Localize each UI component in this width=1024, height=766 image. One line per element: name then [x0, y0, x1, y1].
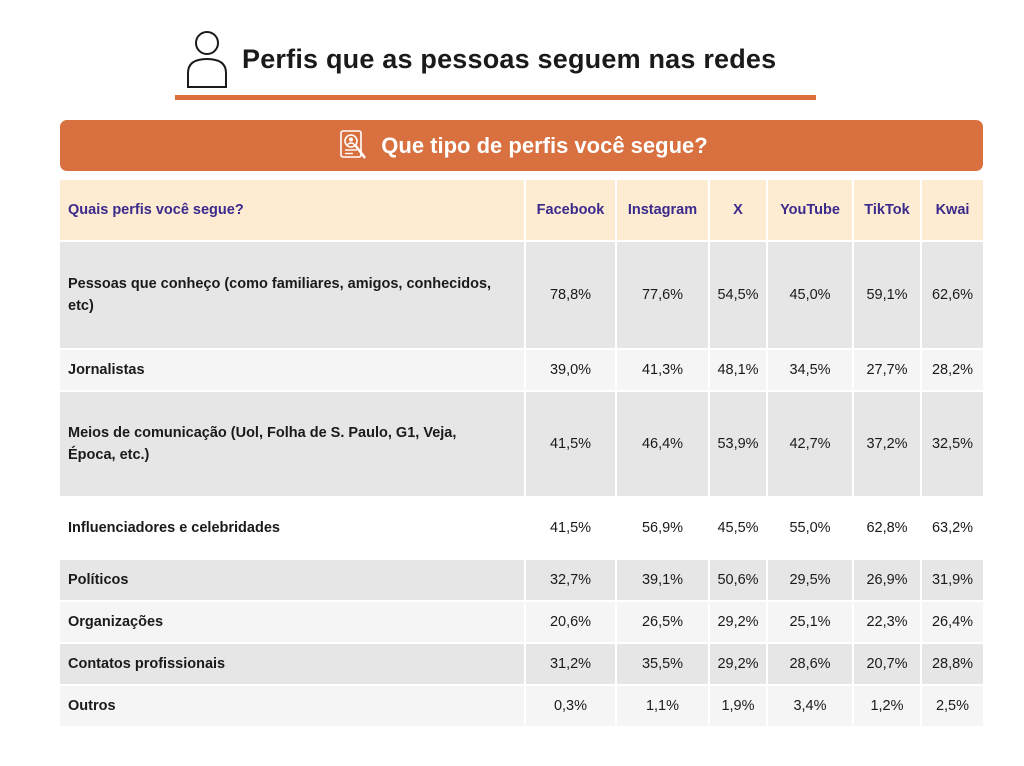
row-label: Influenciadores e celebridades [60, 498, 526, 558]
table-header-row: Quais perfis você segue? Facebook Instag… [60, 180, 983, 240]
value-cell: 78,8% [526, 242, 617, 348]
data-table: Quais perfis você segue? Facebook Instag… [60, 180, 983, 726]
value-cell: 29,2% [710, 602, 768, 642]
row-label: Pessoas que conheço (como familiares, am… [60, 242, 526, 348]
row-label: Organizações [60, 602, 526, 642]
table-row: Políticos 32,7% 39,1% 50,6% 29,5% 26,9% … [60, 560, 983, 600]
page-header: Perfis que as pessoas seguem nas redes [186, 28, 776, 90]
column-header-tiktok: TikTok [854, 180, 922, 240]
value-cell: 29,5% [768, 560, 854, 600]
person-outline-icon [187, 31, 227, 88]
header-row-label: Quais perfis você segue? [60, 180, 526, 240]
value-cell: 1,2% [854, 686, 922, 726]
value-cell: 39,1% [617, 560, 710, 600]
value-cell: 28,2% [931, 362, 974, 378]
page-title: Perfis que as pessoas seguem nas redes [242, 43, 777, 74]
row-label: Outros [60, 686, 526, 726]
value-cell: 2,5% [935, 698, 970, 714]
banner-title: Que tipo de perfis você segue? [381, 132, 708, 158]
column-header-instagram: Instagram [617, 180, 710, 240]
value-cell: 54,5% [710, 242, 768, 348]
value-cell: 37,2% [854, 392, 922, 496]
value-cell: 45,0% [768, 242, 854, 348]
table-row: Meios de comunicação (Uol, Folha de S. P… [60, 392, 983, 496]
row-label: Políticos [60, 560, 526, 600]
value-cell: 56,9% [617, 498, 710, 558]
value-cell: 29,2% [710, 644, 768, 684]
value-cell: 53,9% [710, 392, 768, 496]
value-cell: 25,1% [768, 602, 854, 642]
column-header-kwai: Kwai [935, 202, 970, 218]
value-cell: 20,6% [526, 602, 617, 642]
table-row: Jornalistas 39,0% 41,3% 48,1% 34,5% 27,7… [60, 350, 983, 390]
value-cell: 41,3% [617, 350, 710, 390]
value-cell: 32,7% [526, 560, 617, 600]
value-cell: 0,3% [526, 686, 617, 726]
value-cell: 20,7% [854, 644, 922, 684]
value-cell: 34,5% [768, 350, 854, 390]
value-cell: 26,9% [854, 560, 922, 600]
value-cell: 50,6% [710, 560, 768, 600]
row-label: Contatos profissionais [60, 644, 526, 684]
column-header-x: X [710, 180, 768, 240]
title-underline [175, 95, 816, 100]
value-cell: 26,4% [931, 614, 974, 630]
value-cell: 59,1% [854, 242, 922, 348]
column-header-facebook: Facebook [526, 180, 617, 240]
table-row: Influenciadores e celebridades 41,5% 56,… [60, 498, 983, 558]
value-cell: 77,6% [617, 242, 710, 348]
value-cell: 55,0% [768, 498, 854, 558]
value-cell: 42,7% [768, 392, 854, 496]
value-cell: 27,7% [854, 350, 922, 390]
column-header-youtube: YouTube [768, 180, 854, 240]
value-cell: 3,4% [768, 686, 854, 726]
value-cell: 62,6% [931, 287, 974, 303]
profile-document-search-icon [340, 129, 367, 159]
value-cell: 62,8% [854, 498, 922, 558]
value-cell: 41,5% [526, 392, 617, 496]
table-row: Outros 0,3% 1,1% 1,9% 3,4% 1,2% 2,5% [60, 686, 983, 726]
value-cell: 46,4% [617, 392, 710, 496]
value-cell: 45,5% [710, 498, 768, 558]
value-cell: 22,3% [854, 602, 922, 642]
row-label: Jornalistas [60, 350, 526, 390]
value-cell: 1,9% [710, 686, 768, 726]
value-cell: 63,2% [931, 520, 974, 536]
value-cell: 39,0% [526, 350, 617, 390]
row-label: Meios de comunicação (Uol, Folha de S. P… [60, 392, 526, 496]
table-row: Pessoas que conheço (como familiares, am… [60, 242, 983, 348]
value-cell: 28,6% [768, 644, 854, 684]
table-row: Organizações 20,6% 26,5% 29,2% 25,1% 22,… [60, 602, 983, 642]
value-cell: 31,2% [526, 644, 617, 684]
value-cell: 26,5% [617, 602, 710, 642]
section-banner: Que tipo de perfis você segue? [60, 120, 983, 171]
value-cell: 41,5% [526, 498, 617, 558]
table-row: Contatos profissionais 31,2% 35,5% 29,2%… [60, 644, 983, 684]
value-cell: 35,5% [617, 644, 710, 684]
value-cell: 28,8% [931, 656, 974, 672]
value-cell: 48,1% [710, 350, 768, 390]
value-cell: 1,1% [617, 686, 710, 726]
value-cell: 32,5% [931, 436, 974, 452]
value-cell: 31,9% [931, 572, 974, 588]
